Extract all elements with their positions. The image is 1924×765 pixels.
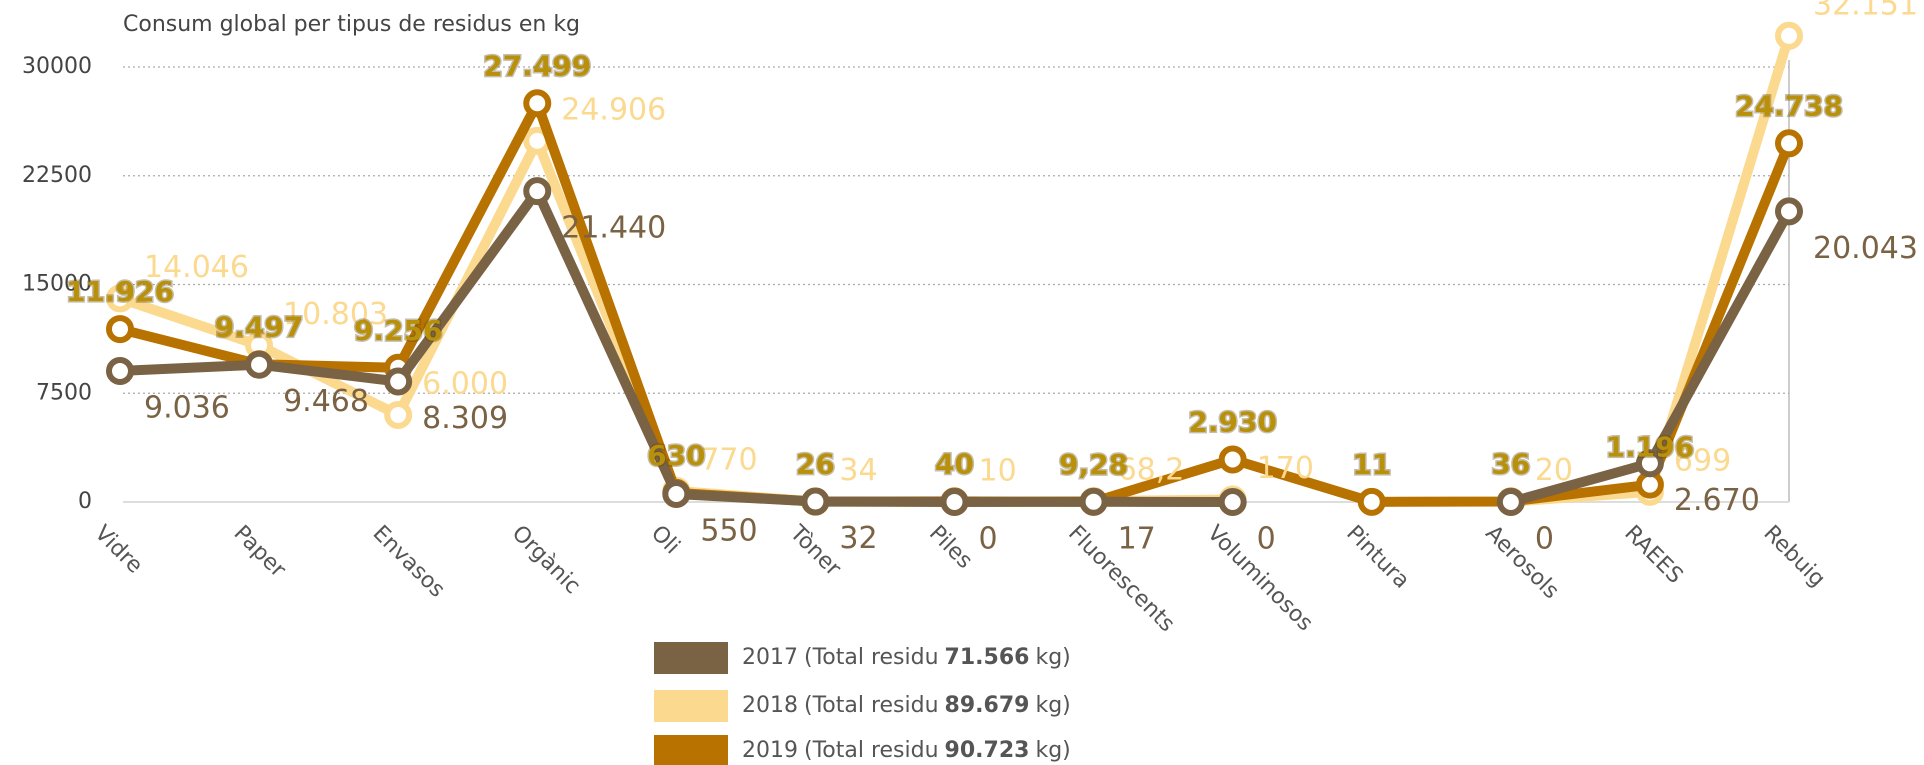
data-label: 0 [1257, 522, 1276, 557]
data-point [523, 89, 552, 118]
x-tick-label: Pintura [1341, 521, 1414, 594]
data-point [384, 367, 413, 396]
data-label: 24.738 [1735, 89, 1843, 122]
data-label: 11.926 [66, 275, 174, 308]
data-point [1218, 488, 1247, 516]
data-label: 32.151 [1813, 0, 1918, 22]
data-label: 10 [979, 453, 1017, 488]
y-tick-label: 30000 [22, 54, 92, 79]
data-label: 9.468 [283, 384, 369, 419]
data-point [1218, 445, 1247, 474]
data-point [1635, 449, 1664, 478]
data-label: 2.930 [1188, 406, 1277, 439]
y-tick-label: 0 [78, 489, 92, 514]
legend-year: 2019 [742, 738, 798, 763]
data-label: 10.803 [283, 297, 388, 332]
y-tick-label: 15000 [22, 272, 92, 297]
data-label: 9.497 [215, 310, 304, 343]
legend-label: 2017 (Total residu 71.566 kg) [742, 645, 1071, 670]
legend-swatch [654, 735, 728, 765]
data-point [940, 488, 969, 516]
data-label: 0 [1535, 522, 1554, 557]
data-point [1357, 487, 1386, 516]
legend-year: 2018 [742, 693, 798, 718]
legend-text: kg) [1035, 645, 1070, 670]
data-label: 6.000 [422, 367, 508, 402]
data-label: 21.440 [561, 211, 666, 246]
x-tick-label: Tòner [784, 520, 846, 582]
data-label: 9,28 [1059, 448, 1128, 481]
data-point [1079, 487, 1108, 516]
x-tick-label: Paper [229, 521, 291, 583]
data-point [1775, 197, 1803, 226]
x-tick-label: Piles [924, 521, 977, 574]
data-point [245, 350, 274, 379]
data-label: 11 [1352, 448, 1391, 481]
data-label: 27.499 [483, 49, 591, 82]
series-line [118, 34, 1794, 507]
data-label: 32 [839, 521, 877, 556]
data-label: 20.043 [1813, 231, 1918, 266]
legend-year: 2017 [742, 645, 798, 670]
data-label: 170 [1257, 451, 1314, 486]
data-label: 2.670 [1674, 483, 1760, 518]
legend-text: (Total residu [804, 645, 939, 670]
data-label: 550 [700, 514, 757, 549]
data-point [662, 480, 691, 509]
data-point [523, 177, 552, 206]
x-tick-label: Rebuig [1759, 521, 1830, 592]
data-point [1496, 488, 1525, 516]
chart-title: Consum global per tipus de residus en kg [123, 12, 580, 37]
data-label: 26 [796, 448, 835, 481]
data-point [1775, 129, 1803, 158]
x-tick-label: Envasos [368, 521, 450, 603]
legend-swatch [654, 690, 728, 722]
data-label: 699 [1674, 443, 1731, 478]
legend-label: 2018 (Total residu 89.679 kg) [742, 693, 1071, 718]
legend-label: 2019 (Total residu 90.723 kg) [742, 738, 1071, 763]
x-tick-label: RAEES [1619, 521, 1687, 589]
data-label: 20 [1535, 453, 1573, 488]
data-label: 630 [647, 439, 705, 472]
legend-total: 89.679 [945, 693, 1030, 718]
data-label: 1.196 [1606, 431, 1695, 464]
legend-text: (Total residu [804, 693, 939, 718]
x-tick-label: Orgànic [507, 521, 585, 599]
data-label: 14.046 [144, 250, 249, 285]
data-point [1775, 21, 1803, 50]
data-label: 8.309 [422, 401, 508, 436]
data-point [106, 284, 134, 313]
data-label: 9.036 [144, 390, 230, 425]
legend-text: kg) [1035, 693, 1070, 718]
data-point [801, 487, 830, 516]
data-label: 36 [1491, 447, 1530, 480]
data-label: 9.256 [354, 314, 443, 347]
data-point [106, 315, 134, 344]
data-label: 34 [839, 453, 877, 488]
data-point [384, 401, 413, 429]
legend-total: 90.723 [945, 738, 1030, 763]
x-tick-label: Oli [646, 521, 685, 560]
data-label: 17 [1118, 521, 1156, 556]
legend-swatch [654, 642, 728, 674]
legend-text: kg) [1035, 738, 1070, 763]
data-label: 40 [935, 447, 974, 480]
legend-total: 71.566 [945, 645, 1030, 670]
y-tick-label: 7500 [36, 380, 92, 405]
data-point [106, 356, 134, 385]
x-tick-label: Vidre [90, 521, 148, 579]
legend-text: (Total residu [804, 738, 939, 763]
data-label: 24.906 [561, 92, 666, 127]
data-label: 0 [979, 522, 998, 557]
data-label: 68,2 [1118, 453, 1185, 488]
y-tick-label: 22500 [22, 163, 92, 188]
data-label: 770 [700, 442, 757, 477]
